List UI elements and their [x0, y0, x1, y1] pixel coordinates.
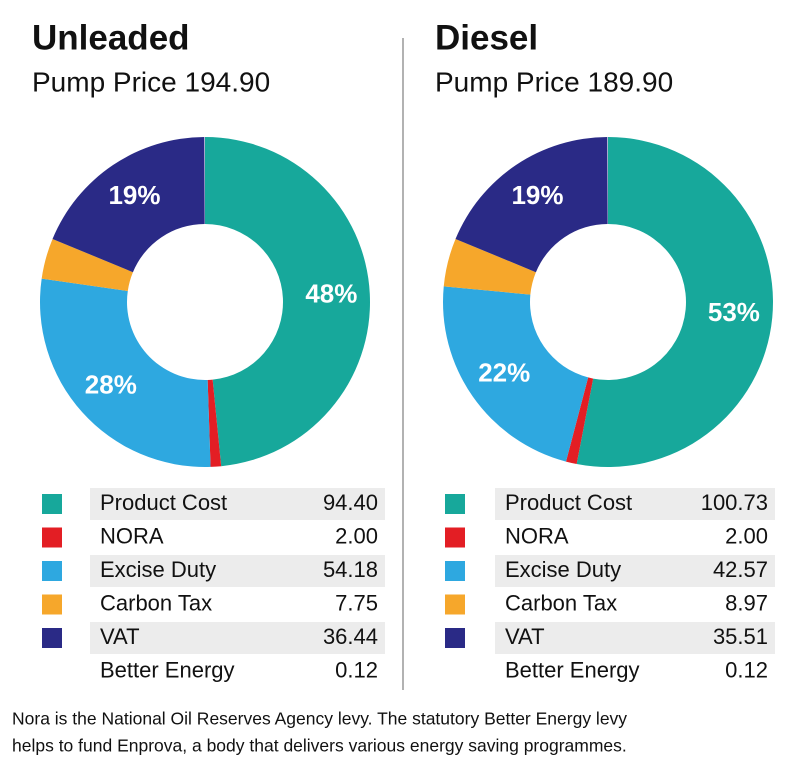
slice	[52, 137, 205, 273]
chart-subtitle: Pump Price 194.90	[32, 66, 270, 97]
legend-swatch	[445, 527, 465, 548]
table-value: 2.00	[335, 523, 378, 548]
chart-title: Unleaded	[32, 18, 190, 57]
table-value: 0.12	[335, 657, 378, 682]
row-background	[495, 622, 775, 654]
legend-swatch	[42, 628, 62, 648]
legend-label: Better Energy	[505, 657, 640, 682]
row-background	[495, 488, 775, 520]
slice	[41, 238, 133, 291]
slice	[207, 379, 222, 467]
table-value: 94.40	[323, 490, 378, 515]
slice	[455, 137, 608, 273]
row-background	[90, 488, 385, 520]
percent-label: 19%	[108, 180, 160, 210]
legend-label: Product Cost	[100, 490, 227, 515]
chart-subtitle: Pump Price 189.90	[435, 66, 673, 97]
slice	[576, 137, 773, 467]
table-value: 100.73	[701, 490, 768, 515]
legend-label: Carbon Tax	[505, 590, 617, 615]
row-background	[495, 555, 775, 587]
legend-swatch	[445, 494, 465, 514]
table-value: 2.00	[725, 523, 768, 548]
legend-label: Carbon Tax	[100, 590, 212, 615]
legend-swatch	[42, 594, 62, 615]
slice	[442, 286, 589, 462]
legend-label: VAT	[505, 624, 545, 649]
row-background	[90, 622, 385, 654]
table-value: 0.12	[725, 657, 768, 682]
legend-label: NORA	[505, 523, 569, 548]
row-background	[90, 555, 385, 587]
table-value: 7.75	[335, 590, 378, 615]
legend-swatch	[42, 561, 62, 581]
legend-label: NORA	[100, 523, 164, 548]
legend-swatch	[42, 494, 62, 514]
chart-title: Diesel	[435, 18, 538, 57]
legend-swatch	[42, 527, 62, 548]
slice	[443, 238, 536, 295]
percent-label: 28%	[85, 369, 137, 399]
slice	[40, 278, 211, 467]
table-value: 35.51	[713, 624, 768, 649]
legend-label: Excise Duty	[100, 557, 216, 582]
percent-label: 19%	[511, 180, 563, 210]
footnote-line: Nora is the National Oil Reserves Agency…	[12, 709, 627, 729]
legend-swatch	[445, 594, 465, 615]
footnote-line: helps to fund Enprova, a body that deliv…	[12, 736, 627, 756]
percent-label: 53%	[708, 297, 760, 327]
legend-label: VAT	[100, 624, 140, 649]
percent-label: 48%	[305, 279, 357, 309]
table-value: 36.44	[323, 624, 378, 649]
legend-label: Product Cost	[505, 490, 632, 515]
percent-label: 22%	[478, 357, 530, 387]
legend-label: Better Energy	[100, 657, 235, 682]
legend-swatch	[445, 628, 465, 648]
table-value: 42.57	[713, 557, 768, 582]
slice	[205, 137, 370, 467]
table-value: 8.97	[725, 590, 768, 615]
table-value: 54.18	[323, 557, 378, 582]
slice	[565, 377, 594, 464]
legend-swatch	[445, 561, 465, 581]
legend-label: Excise Duty	[505, 557, 621, 582]
